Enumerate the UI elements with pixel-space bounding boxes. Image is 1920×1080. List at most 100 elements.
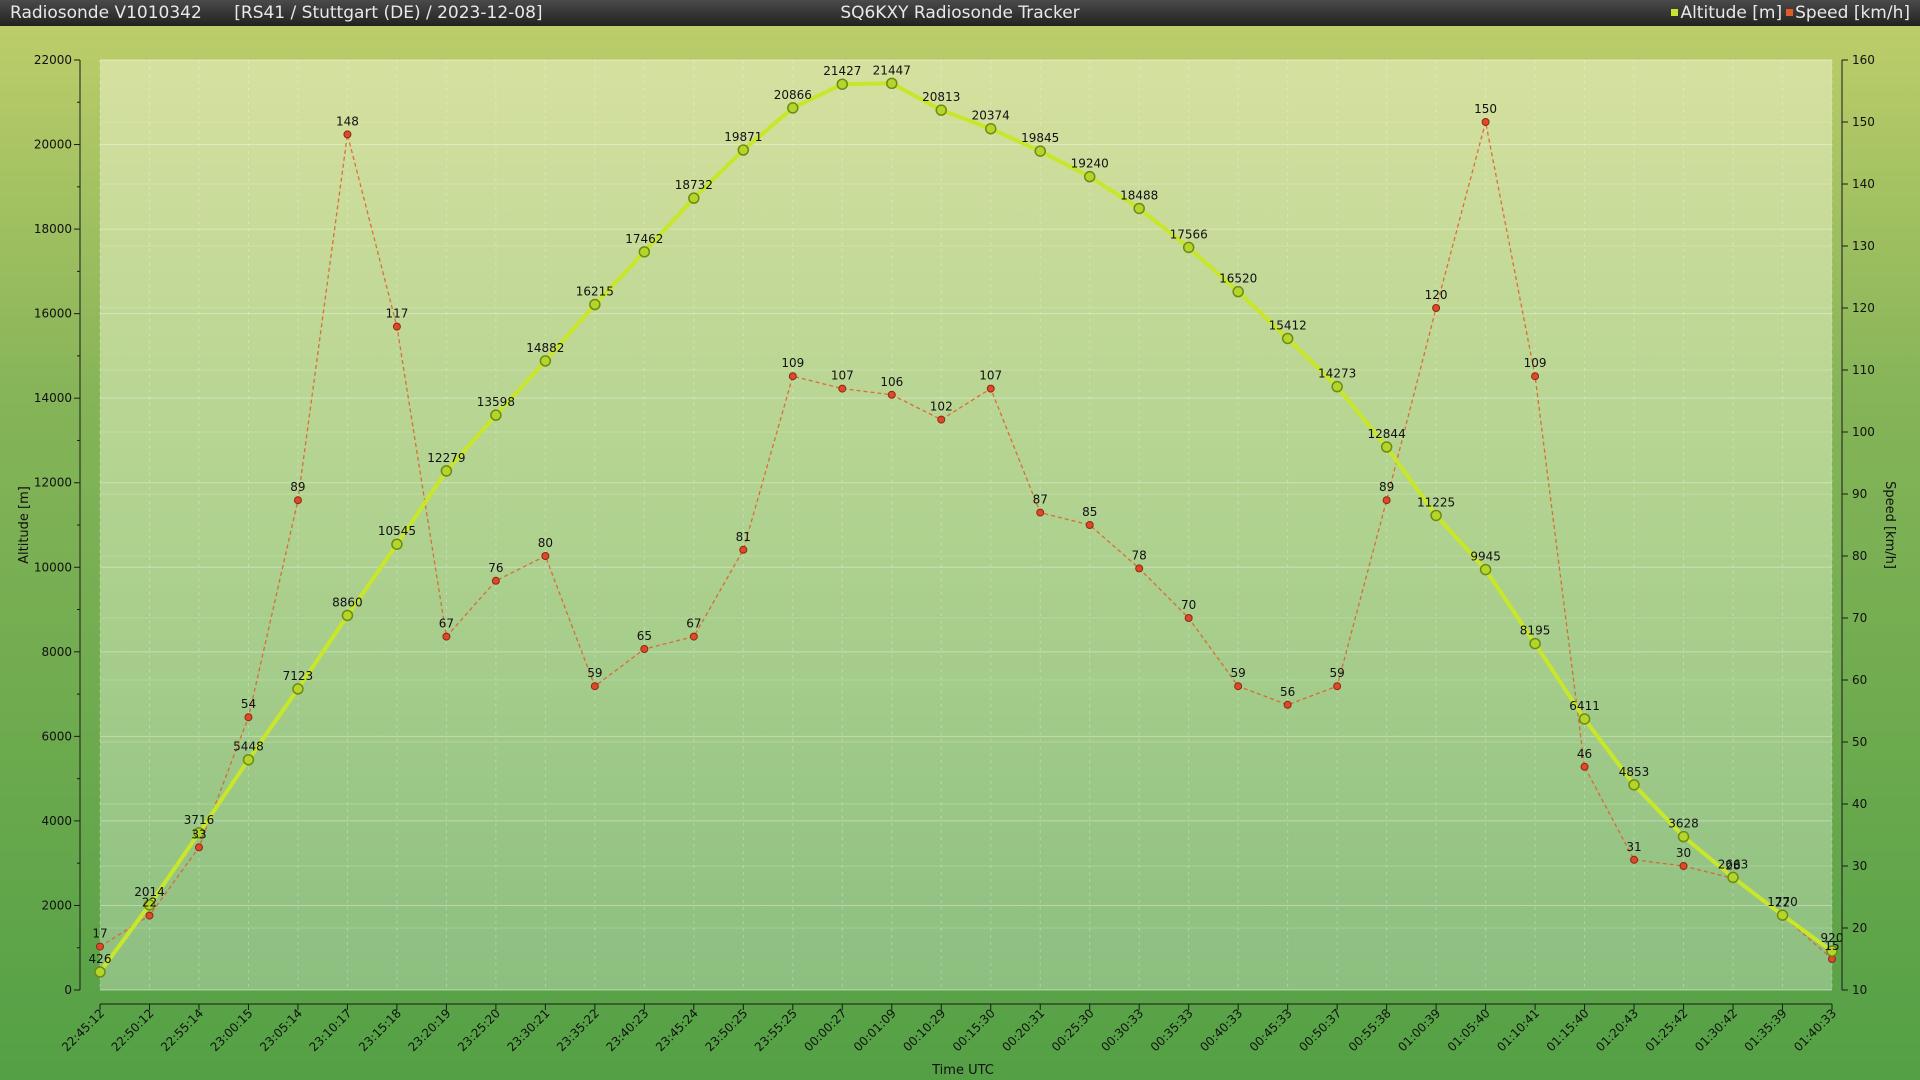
y2-tick-label: 50 [1852,735,1867,749]
y2-axis-label: Speed [km/h] [1882,481,1897,569]
altitude-point [638,246,651,258]
altitude-data-label: 15412 [1269,318,1307,332]
altitude-point [1232,285,1244,298]
altitude-point [341,609,354,622]
y2-tick-label: 60 [1852,673,1867,687]
speed-point [590,682,599,691]
speed-data-label: 150 [1474,102,1497,116]
altitude-data-label: 14273 [1318,367,1356,381]
data-labels: 426 2014 3716 5448 7123 8860 10545 12279 13598 14… [89,63,1844,966]
altitude-line [98,81,1834,974]
speed-point [293,496,302,505]
altitude-point [292,683,304,695]
y2-tick-label: 150 [1852,115,1875,129]
altitude-data-label: 21427 [823,64,861,78]
speed-data-label: 87 [1033,493,1048,507]
altitude-point [836,78,849,90]
altitude-data-label: 14882 [526,341,564,355]
y2-tick-label: 130 [1852,239,1875,253]
speed-point [1679,862,1688,870]
legend-speed-swatch [1786,9,1794,16]
x-axis-label: Time UTC [931,1063,994,1078]
altitude-point [886,77,898,90]
speed-line [99,121,1833,960]
altitude-data-label: 2663 [1718,857,1749,871]
altitude-data-label: 12844 [1368,427,1406,441]
speed-data-label: 70 [1181,598,1196,612]
altitude-data-label: 10545 [378,524,416,538]
speed-data-label: 59 [1231,666,1246,680]
altitude-data-label: 16520 [1219,272,1257,286]
altitude-point [1529,637,1541,650]
speed-point [1630,855,1639,864]
speed-point [1135,564,1144,573]
altitude-data-label: 18732 [675,178,713,192]
speed-data-label: 117 [385,307,408,321]
speed-data-label: 56 [1280,685,1295,699]
altitude-point [1677,830,1690,843]
altitude-data-label: 3716 [184,813,215,827]
y-tick-label: 14000 [34,391,72,405]
altitude-data-label: 12279 [427,451,465,465]
speed-data-label: 81 [736,530,751,544]
y-tick-label: 22000 [34,53,72,67]
altitude-data-label: 20866 [774,88,812,102]
altitude-point [440,465,453,477]
speed-point [640,645,649,653]
speed-data-label: 65 [637,629,652,643]
altitude-data-label: 18488 [1120,188,1158,202]
altitude-data-label: 20813 [922,90,960,104]
speed-point [788,372,797,381]
altitude-data-label: 5448 [233,740,264,754]
speed-data-label: 30 [1676,846,1691,860]
speed-data-label: 15 [1824,939,1839,953]
speed-data-label: 22 [1775,896,1790,910]
speed-point [689,632,698,641]
speed-data-label: 33 [191,827,206,841]
altitude-data-label: 13598 [477,395,515,409]
altitude-point [1826,945,1838,957]
speed-data-label: 107 [979,369,1002,383]
speed-data-label: 85 [1082,505,1097,519]
speed-point [739,545,748,554]
speed-data-label: 76 [488,561,503,575]
y2-tick-label: 30 [1852,859,1867,873]
sonde-info: Radiosonde V1010342 [RS41 / Stuttgart (D… [10,0,543,26]
speed-data-label: 109 [1524,356,1547,370]
altitude-point [1430,509,1442,522]
speed-data-label: 54 [241,697,256,711]
y2-tick-label: 20 [1852,921,1867,935]
altitude-data-label: 11225 [1417,495,1455,509]
altitude-data-label: 21447 [873,63,911,77]
y-tick-label: 10000 [34,560,72,574]
grid [99,59,1833,991]
altitude-point [1628,779,1640,791]
speed-data-label: 106 [880,375,903,389]
speed-point [1184,614,1193,622]
speed-data-label: 17 [92,927,107,941]
speed-point [244,713,253,722]
speed-data-label: 31 [1626,840,1641,854]
altitude-point [935,104,948,116]
speed-point [491,576,500,585]
altitude-data-label: 17566 [1170,227,1208,241]
altitude-point [1578,713,1591,725]
speed-point [392,322,401,331]
altitude-data-label: 16215 [576,285,614,299]
chart: 0 2000 4000 6000 8000 10000 12000 14000 16000 180… [0,26,1920,1080]
y-tick-label: 18000 [34,222,72,236]
altitude-data-label: 19240 [1071,157,1109,171]
speed-series [96,118,1836,963]
speed-point [145,911,154,920]
y-tick-label: 20000 [34,138,72,152]
speed-point [986,384,995,393]
y-tick-label: 0 [64,983,72,997]
legend: Altitude [m] Speed [km/h] [1667,0,1910,26]
altitude-point [1380,441,1393,453]
speed-point [1283,700,1292,709]
altitude-data-label: 7123 [283,669,314,683]
y2-tick-label: 90 [1852,487,1867,501]
speed-data-label: 102 [930,400,953,414]
legend-altitude-label: Altitude [m] [1680,3,1783,23]
altitude-data-label: 426 [89,952,112,966]
